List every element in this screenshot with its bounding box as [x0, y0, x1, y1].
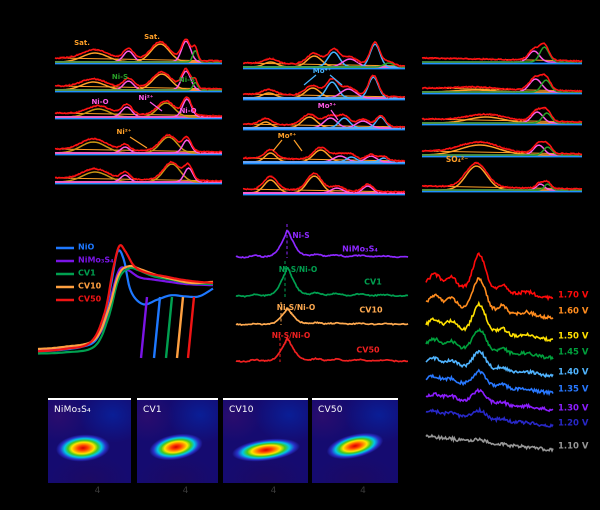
exafs-peak-label-2: Ni-S/Ni-O [278, 264, 318, 274]
voltage-label-110: 1.10 V [558, 441, 589, 452]
wavelet-axis-tick: 4 [94, 486, 101, 496]
legend-item-cv1: CV1 [78, 268, 96, 278]
peak-label-ni-o-2: Ni-O [179, 107, 197, 116]
wavelet-map-title: CV1 [143, 405, 162, 415]
wavelet-map-title: NiMo₃S₄ [54, 405, 91, 415]
wavelet-map-title: CV10 [229, 405, 254, 415]
peak-label-mo6plus: Mo⁶⁺ [277, 132, 297, 141]
peak-label-sulfate: SO₄²⁻ [445, 154, 469, 164]
legend-item-cv10: CV10 [78, 281, 102, 291]
legend-item-cv50: CV50 [78, 294, 102, 304]
peak-label-ni-s-2: Ni-S [178, 76, 196, 85]
peak-label-ni2plus-magenta: Ni²⁺ [138, 94, 154, 103]
exafs-sample-label-4: CV50 [356, 345, 380, 355]
wavelet-map-cv50: CV50 [312, 398, 398, 483]
peak-label-ni2plus-orange: Ni²⁺ [116, 128, 132, 137]
wavelet-axis-tick: 4 [270, 486, 277, 496]
peak-label-satellite-1: Sat. [74, 39, 90, 48]
exafs-peak-label-3: Ni-S/Ni-O [276, 302, 316, 312]
voltage-label-120: 1.20 V [558, 418, 589, 429]
wavelet-map-nimo3s4: NiMo₃S₄ [48, 398, 131, 483]
wavelet-map-title: CV50 [318, 405, 343, 415]
voltage-label-145: 1.45 V [558, 347, 589, 358]
exafs-sample-label-1: NiMo₃S₄ [342, 244, 378, 254]
wavelet-map-cv10: CV10 [223, 398, 308, 483]
peak-label-ni-s-1: Ni-S [111, 73, 129, 82]
wavelet-axis-tick: 4 [360, 486, 366, 496]
peak-label-mo4plus: Mo⁴⁺ [312, 67, 332, 76]
voltage-label-130: 1.30 V [558, 403, 589, 414]
exafs-peak-label-1: Ni-S [292, 230, 310, 240]
exafs-sample-label-3: CV10 [359, 305, 383, 315]
voltage-label-150: 1.50 V [558, 331, 589, 342]
wavelet-axis-tick: 4 [182, 486, 189, 496]
legend-item-nio: NiO [78, 242, 95, 252]
peak-label-mo5plus: Mo⁵⁺ [317, 102, 337, 111]
exafs-peak-label-4: Ni-S/Ni-O [271, 330, 311, 340]
wavelet-map-cv1: CV1 [137, 398, 218, 483]
voltage-label-170: 1.70 V [558, 290, 589, 301]
peak-label-satellite-2: Sat. [144, 33, 160, 42]
voltage-label-135: 1.35 V [558, 384, 589, 395]
voltage-label-160: 1.60 V [558, 306, 589, 317]
voltage-label-140: 1.40 V [558, 367, 589, 378]
peak-label-ni-o-1: Ni-O [91, 98, 109, 107]
exafs-sample-label-2: CV1 [364, 277, 382, 287]
legend-item-nimo3s4: NiMo₃S₄ [78, 255, 114, 265]
